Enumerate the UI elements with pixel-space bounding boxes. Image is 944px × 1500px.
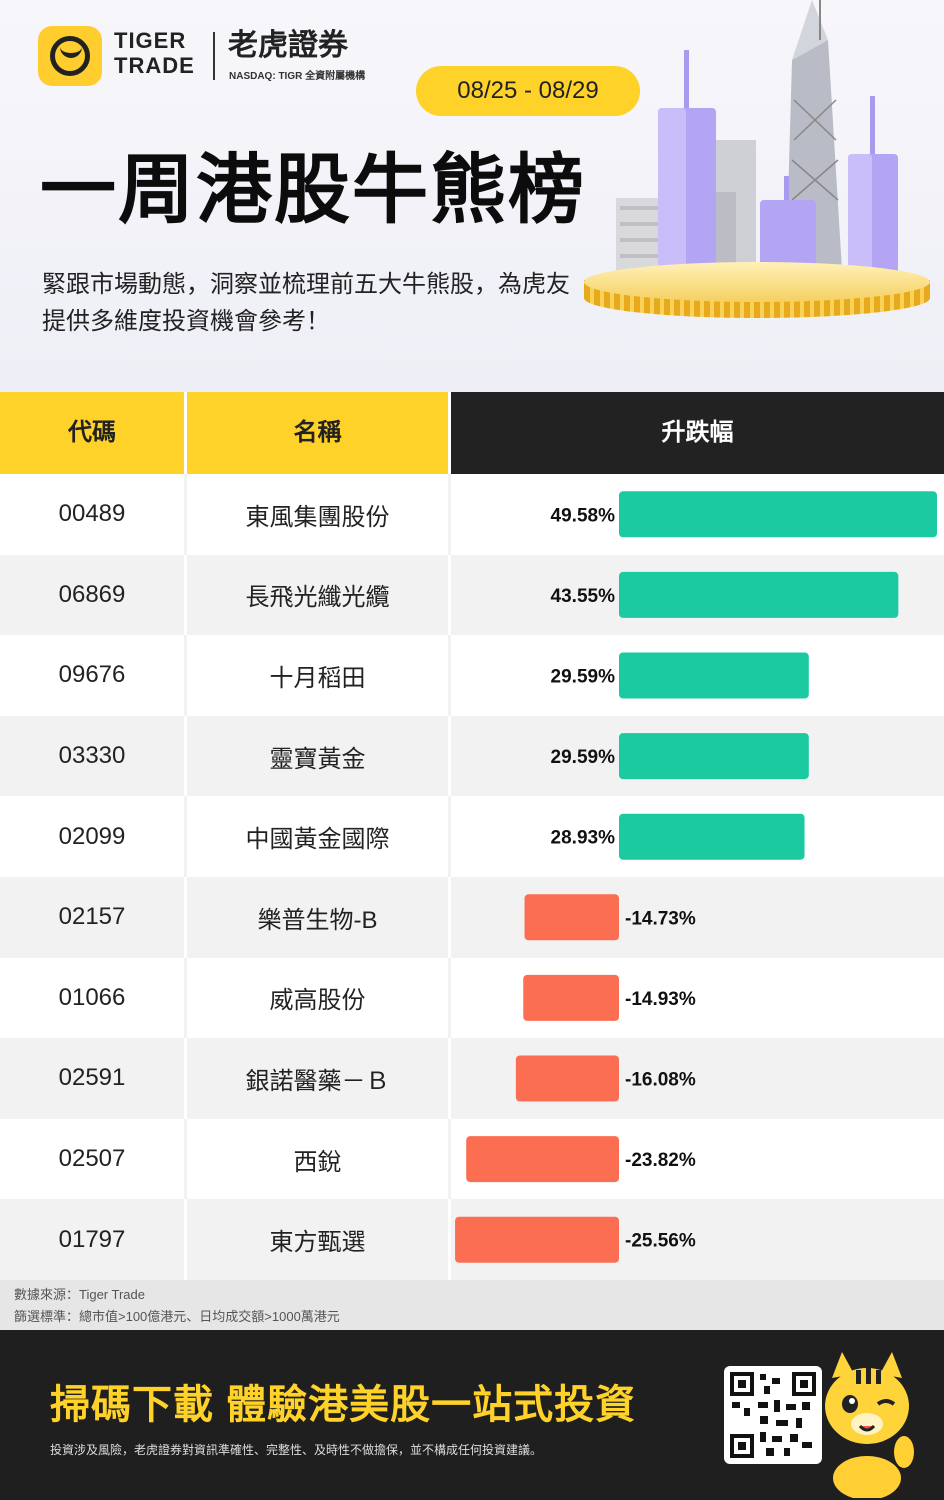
change-value-label: 29.59% <box>551 667 616 688</box>
stock-code: 09676 <box>58 661 126 689</box>
column-divider <box>184 1038 187 1119</box>
change-bar <box>619 571 899 618</box>
change-value-label: 43.55% <box>551 586 616 607</box>
city-illustration <box>580 0 944 392</box>
change-bar <box>619 733 809 780</box>
header-banner: TIGER TRADE 老虎證券 NASDAQ: TIGR 全資附屬機構 08/… <box>0 0 944 392</box>
stock-name: 中國黃金國際 <box>245 826 390 854</box>
column-divider <box>448 877 451 958</box>
criteria-line: 篩選標準：總市值>100億港元、日均成交額>1000萬港元 <box>14 1309 340 1324</box>
tiger-mascot-icon <box>812 1348 922 1500</box>
stock-name: 東風集團股份 <box>245 503 390 531</box>
date-range-badge: 08/25 - 08/29 <box>416 66 640 116</box>
change-bar <box>619 813 805 860</box>
brand-divider <box>213 32 215 80</box>
gold-coin-top <box>584 262 930 302</box>
stock-name: 西銳 <box>293 1148 342 1176</box>
stock-name: 靈寶黃金 <box>269 745 366 773</box>
stock-name: 樂普生物-B <box>257 906 378 934</box>
stock-code: 02099 <box>58 822 126 850</box>
column-divider <box>184 474 187 555</box>
brand-chinese: 老虎證券 <box>228 29 348 62</box>
change-value-label: -14.93% <box>625 989 696 1010</box>
brand-english-line2: TRADE <box>114 53 195 78</box>
stock-code: 01066 <box>58 983 126 1011</box>
stock-code: 06869 <box>58 580 126 608</box>
table-row: 01066 威高股份 <box>0 957 944 1039</box>
column-divider <box>184 1118 187 1200</box>
change-value-label: 49.58% <box>551 505 616 526</box>
column-divider <box>184 1199 187 1280</box>
change-value-label: -25.56% <box>625 1231 696 1252</box>
brand-english: TIGER TRADE <box>114 28 195 78</box>
change-value-label: 29.59% <box>551 747 616 768</box>
page-subtitle: 緊跟市場動態，洞察並梳理前五大牛熊股，為虎友提供多維度投資機會參考！ <box>42 271 570 335</box>
column-divider <box>184 715 187 797</box>
data-source-note: 數據來源：Tiger Trade 篩選標準：總市值>100億港元、日均成交額>1… <box>0 1280 944 1330</box>
column-header-change: 升跌幅 <box>451 392 944 474</box>
table-row: 02591 銀諾醫藥－Ｂ <box>0 1038 944 1119</box>
column-divider <box>184 554 187 636</box>
change-value-label: -14.73% <box>625 908 696 929</box>
stock-name: 威高股份 <box>269 987 366 1015</box>
change-bar-chart: 49.58% 43.55% 29.59% 29.59% 28.93% -14.73% -14… <box>455 491 937 1263</box>
column-divider <box>448 554 451 636</box>
risk-disclaimer: 投資涉及風險，老虎證券對資訊準確性、完整性、及時性不做擔保，並不構成任何投資建議… <box>50 1443 543 1457</box>
change-bar <box>524 894 619 941</box>
column-divider <box>184 957 187 1039</box>
tiger-logo-icon <box>38 26 102 86</box>
table-header: 代碼 名稱 升跌幅 <box>0 392 944 474</box>
footer-banner: 掃碼下載 體驗港美股一站式投資 投資涉及風險，老虎證券對資訊準確性、完整性、及時… <box>0 1330 944 1500</box>
column-divider <box>448 957 451 1039</box>
column-divider <box>448 635 451 716</box>
stock-name: 東方甄選 <box>269 1229 366 1257</box>
column-divider <box>448 1199 451 1280</box>
stock-code: 02507 <box>58 1145 126 1173</box>
stock-code: 00489 <box>58 500 126 528</box>
brand-english-line1: TIGER <box>114 28 187 53</box>
page-title: 一周港股牛熊榜 <box>40 148 586 233</box>
column-divider <box>184 877 187 958</box>
table-body: 00489 東風集團股份 06869 長飛光纖光纜 09676 十月稻田 03330 靈寶黃金… <box>0 474 944 1280</box>
stock-code: 03330 <box>58 742 126 770</box>
column-header-code: 代碼 <box>0 392 184 474</box>
change-bar <box>515 1055 619 1102</box>
source-line: 數據來源：Tiger Trade <box>14 1287 145 1302</box>
city-skyline-icon <box>616 0 898 280</box>
column-divider <box>448 474 451 555</box>
column-divider <box>448 1038 451 1119</box>
column-divider <box>448 796 451 877</box>
change-value-label: -16.08% <box>625 1070 696 1091</box>
change-value-label: -23.82% <box>625 1150 696 1171</box>
stock-name: 十月稻田 <box>269 664 366 692</box>
column-header-name: 名稱 <box>187 392 448 474</box>
table-row: 02157 樂普生物-B <box>0 877 944 958</box>
change-bar <box>619 652 809 699</box>
download-cta: 掃碼下載 體驗港美股一站式投資 <box>50 1383 637 1427</box>
column-divider <box>448 1118 451 1200</box>
qr-code-icon[interactable] <box>724 1366 822 1464</box>
stock-name: 長飛光纖光纜 <box>245 584 390 612</box>
column-divider <box>184 796 187 877</box>
change-bar <box>455 1216 619 1263</box>
column-divider <box>448 715 451 797</box>
stock-name: 銀諾醫藥－Ｂ <box>245 1067 390 1095</box>
stock-code: 02157 <box>58 903 126 931</box>
stock-code: 01797 <box>58 1225 126 1253</box>
change-bar <box>523 974 619 1021</box>
brand-subtitle: NASDAQ: TIGR 全資附屬機構 <box>229 71 366 82</box>
column-divider <box>184 635 187 716</box>
change-value-label: 28.93% <box>551 828 616 849</box>
change-bar <box>466 1136 619 1183</box>
change-bar <box>619 491 937 538</box>
stock-code: 02591 <box>58 1064 126 1092</box>
